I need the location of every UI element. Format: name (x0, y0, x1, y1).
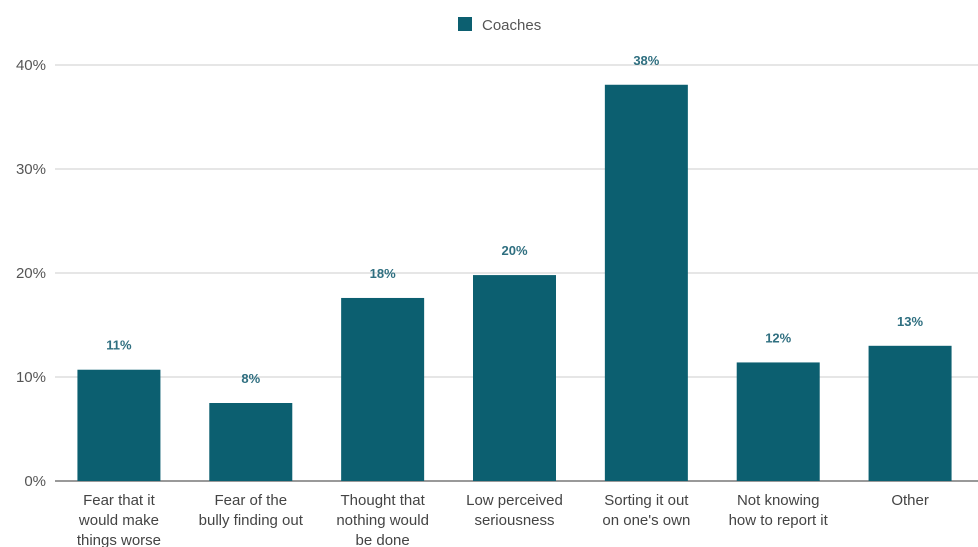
data-labels: 11% 8% 18% 20% 38% 12% 13% (106, 53, 923, 386)
y-tick-label: 40% (16, 57, 46, 74)
category-labels: Fear that it would make things worse Fear o… (77, 492, 929, 547)
category-label: Low perceived seriousness (466, 492, 563, 529)
data-label: 20% (501, 243, 527, 258)
legend-label: Coaches (482, 17, 541, 34)
y-axis-ticks: 0% 10% 20% 30% 40% (16, 57, 46, 490)
category-label: Fear of the bully finding out (199, 492, 304, 529)
bar (736, 362, 820, 481)
data-label: 13% (897, 314, 923, 329)
data-label: 11% (106, 338, 132, 353)
category-label: Not knowing how to report it (729, 492, 829, 529)
data-label: 8% (241, 371, 260, 386)
category-label: Fear that it would make things worse (77, 492, 161, 547)
y-tick-label: 10% (16, 369, 46, 386)
category-label: Thought that nothing would be done (336, 492, 429, 547)
y-tick-label: 0% (24, 473, 46, 490)
y-tick-label: 30% (16, 161, 46, 178)
data-label: 18% (370, 266, 396, 281)
legend: Coaches (458, 17, 541, 34)
y-tick-label: 20% (16, 265, 46, 282)
bar (604, 84, 688, 481)
bars (77, 84, 952, 481)
data-label: 12% (765, 330, 791, 345)
bar (473, 275, 556, 481)
bar (209, 403, 293, 481)
bar (341, 297, 425, 481)
legend-swatch (458, 17, 472, 31)
data-label: 38% (633, 53, 659, 68)
bar (868, 345, 952, 481)
gridlines (55, 64, 978, 482)
category-label: Sorting it out on one's own (602, 492, 690, 529)
category-label: Other (891, 492, 929, 509)
bar (77, 369, 161, 481)
